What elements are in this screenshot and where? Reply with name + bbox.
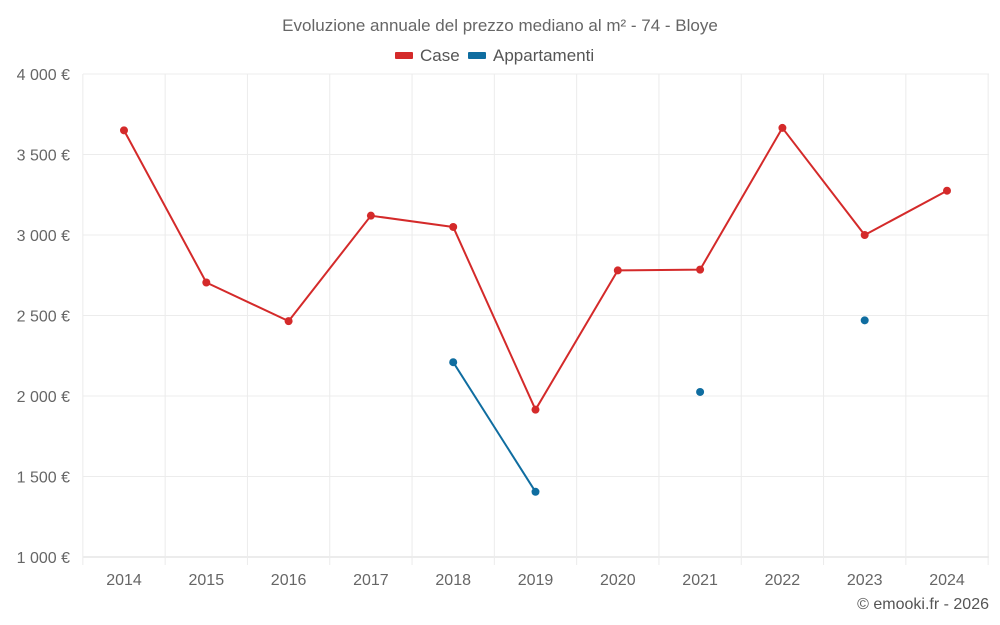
data-point-case[interactable] xyxy=(202,278,211,287)
y-tick-label: 3 000 € xyxy=(17,228,70,245)
x-tick-label: 2014 xyxy=(106,572,142,589)
y-tick-label: 1 500 € xyxy=(17,470,70,487)
y-tick-label: 2 000 € xyxy=(17,389,70,406)
legend-label-appartamenti: Appartamenti xyxy=(493,46,594,65)
y-tick-label: 3 500 € xyxy=(17,148,70,165)
data-point-case[interactable] xyxy=(860,231,869,239)
series-appartamenti xyxy=(449,316,869,496)
y-tick-label: 1 000 € xyxy=(17,550,70,567)
legend-item-case[interactable]: Case xyxy=(395,46,460,65)
series-layer xyxy=(120,123,951,496)
y-tick-label: 4 000 € xyxy=(17,67,70,84)
legend: Case Appartamenti xyxy=(395,46,594,65)
data-point-case[interactable] xyxy=(284,317,293,326)
y-tick-label: 2 500 € xyxy=(17,309,70,326)
legend-label-case: Case xyxy=(420,46,460,65)
data-point-appartamenti[interactable] xyxy=(860,316,869,325)
x-tick-label: 2022 xyxy=(765,572,801,589)
data-point-case[interactable] xyxy=(366,211,375,220)
y-axis: 1 000 € 1 500 € 2 000 € 2 500 € 3 000 € 3 500… xyxy=(17,67,70,567)
chart-title: Evoluzione annuale del prezzo mediano al… xyxy=(282,16,718,35)
x-tick-label: 2021 xyxy=(682,572,718,589)
x-tick-label: 2018 xyxy=(435,572,471,589)
series-case xyxy=(120,123,951,414)
legend-swatch-appartamenti xyxy=(468,52,486,59)
x-tick-label: 2019 xyxy=(518,572,554,589)
x-axis: 2014 2015 2016 2017 2018 2019 2020 2021 2022 2023… xyxy=(106,572,965,589)
data-point-case[interactable] xyxy=(120,126,128,135)
legend-swatch-case xyxy=(395,52,413,59)
data-point-appartamenti[interactable] xyxy=(696,387,705,396)
x-tick-label: 2023 xyxy=(847,572,883,589)
x-tick-label: 2017 xyxy=(353,572,389,589)
data-point-case[interactable] xyxy=(613,266,622,275)
series-line-appartamenti xyxy=(452,361,537,493)
data-point-case[interactable] xyxy=(778,123,787,132)
x-tick-label: 2024 xyxy=(929,572,965,589)
legend-item-appartamenti[interactable]: Appartamenti xyxy=(468,46,594,65)
data-point-case[interactable] xyxy=(943,186,951,195)
x-tick-label: 2016 xyxy=(271,572,307,589)
credit-text: © emooki.fr - 2026 xyxy=(857,596,989,613)
data-point-case[interactable] xyxy=(696,265,705,274)
data-point-case[interactable] xyxy=(531,405,540,414)
data-point-appartamenti[interactable] xyxy=(449,358,458,367)
x-tick-label: 2020 xyxy=(600,572,636,589)
data-point-case[interactable] xyxy=(449,222,458,231)
x-tick-label: 2015 xyxy=(189,572,225,589)
data-point-appartamenti[interactable] xyxy=(531,487,540,496)
